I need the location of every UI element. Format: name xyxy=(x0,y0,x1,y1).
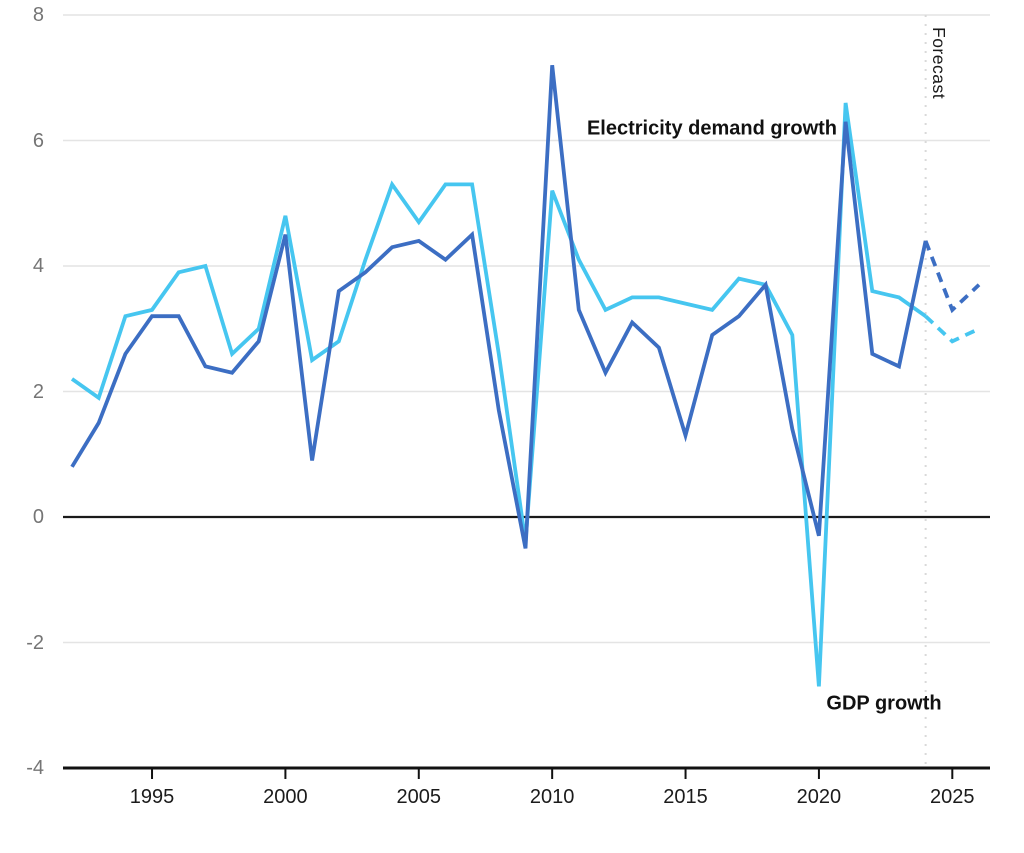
y-tick-label: 0 xyxy=(32,506,44,528)
y-tick-label: 8 xyxy=(32,4,44,26)
x-tick-label: 2010 xyxy=(529,786,575,808)
x-tick-label: 2015 xyxy=(663,786,708,808)
y-tick-label: 4 xyxy=(32,255,44,277)
series-line-gdp-growth-forecast xyxy=(924,314,980,344)
x-tick-label: 2025 xyxy=(930,786,975,808)
series-line-gdp-growth xyxy=(70,102,927,687)
series-label-electricity: Electricity demand growth xyxy=(586,117,838,140)
y-tick-label: -4 xyxy=(26,757,44,779)
x-tick-label: 2000 xyxy=(263,786,308,808)
x-tick-label: 2005 xyxy=(396,786,442,808)
series-line-electricity-demand-growth xyxy=(70,64,928,549)
x-tick-label: 2020 xyxy=(796,786,842,808)
forecast-label: Forecast xyxy=(929,27,949,100)
x-tick-label: 1995 xyxy=(129,786,175,808)
series-line-electricity-demand-growth-forecast xyxy=(923,240,981,314)
y-tick-label: 2 xyxy=(32,380,44,403)
y-tick-label: -2 xyxy=(26,631,44,654)
series-label-gdp: GDP growth xyxy=(826,692,942,715)
y-tick-label: 6 xyxy=(32,129,44,152)
